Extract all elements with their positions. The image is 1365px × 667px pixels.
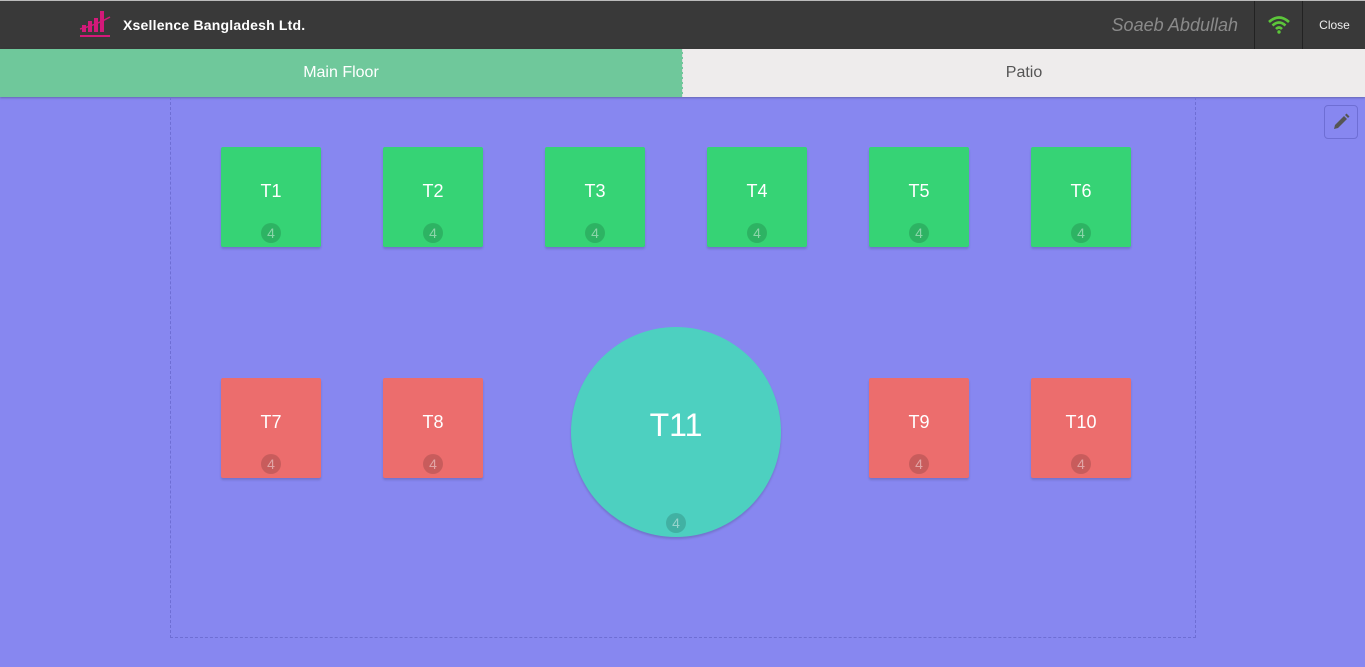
seat-count-badge: 4 xyxy=(585,223,605,243)
user-name: Soaeb Abdullah xyxy=(1111,15,1238,35)
tab-main-floor[interactable]: Main Floor xyxy=(0,49,683,97)
table-name: T6 xyxy=(1070,181,1092,201)
table-name: T4 xyxy=(746,181,768,201)
table-t7[interactable]: T7 4 xyxy=(221,378,321,478)
table-t3[interactable]: T3 4 xyxy=(545,147,645,247)
pencil-icon xyxy=(1334,113,1350,129)
table-t4[interactable]: T4 4 xyxy=(707,147,807,247)
seat-count-badge: 4 xyxy=(261,454,281,474)
table-name: T11 xyxy=(649,407,703,443)
wifi-status[interactable] xyxy=(1254,1,1303,49)
table-name: T9 xyxy=(908,412,930,432)
seat-count-badge: 4 xyxy=(423,454,443,474)
seat-count-badge: 4 xyxy=(666,513,686,533)
tab-patio[interactable]: Patio xyxy=(683,49,1365,97)
table-t2[interactable]: T2 4 xyxy=(383,147,483,247)
seat-count-badge: 4 xyxy=(423,223,443,243)
table-t8[interactable]: T8 4 xyxy=(383,378,483,478)
company-logo xyxy=(79,11,111,37)
seat-count-badge: 4 xyxy=(261,223,281,243)
table-name: T1 xyxy=(260,181,282,201)
table-t1[interactable]: T1 4 xyxy=(221,147,321,247)
table-t11[interactable]: T11 4 xyxy=(571,327,781,537)
table-name: T7 xyxy=(260,412,282,432)
floor-tabs: Main Floor Patio xyxy=(0,49,1365,97)
seat-count-badge: 4 xyxy=(909,223,929,243)
table-name: T8 xyxy=(422,412,444,432)
table-t5[interactable]: T5 4 xyxy=(869,147,969,247)
wifi-icon xyxy=(1267,16,1290,34)
floor-plan-area xyxy=(170,97,1196,638)
edit-floor-button[interactable] xyxy=(1324,105,1358,139)
table-t6[interactable]: T6 4 xyxy=(1031,147,1131,247)
table-name: T10 xyxy=(1065,412,1097,432)
table-t10[interactable]: T10 4 xyxy=(1031,378,1131,478)
seat-count-badge: 4 xyxy=(909,454,929,474)
table-t9[interactable]: T9 4 xyxy=(869,378,969,478)
table-name: T3 xyxy=(584,181,606,201)
seat-count-badge: 4 xyxy=(747,223,767,243)
table-name: T2 xyxy=(422,181,444,201)
top-bar: Xsellence Bangladesh Ltd. Soaeb Abdullah… xyxy=(0,0,1365,49)
brand-name: Xsellence Bangladesh Ltd. xyxy=(123,17,306,33)
seat-count-badge: 4 xyxy=(1071,223,1091,243)
close-button[interactable]: Close xyxy=(1319,18,1350,32)
table-name: T5 xyxy=(908,181,930,201)
seat-count-badge: 4 xyxy=(1071,454,1091,474)
